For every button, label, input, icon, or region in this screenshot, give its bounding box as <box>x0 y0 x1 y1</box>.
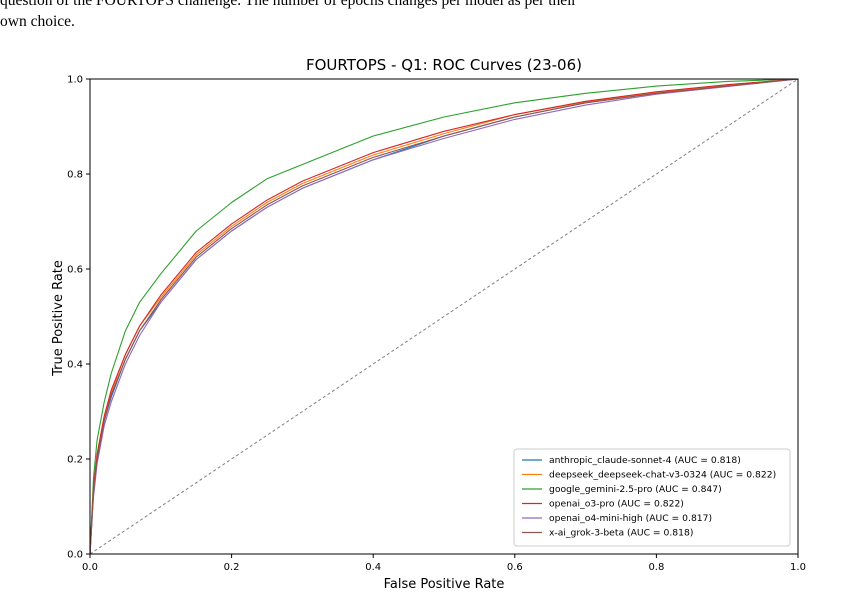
x-tick-label: 1.0 <box>790 562 806 573</box>
legend-entry: deepseek_deepseek-chat-v3-0324 (AUC = 0.… <box>549 470 776 481</box>
plot-area <box>89 78 799 555</box>
x-tick-label: 0.2 <box>224 562 240 573</box>
y-tick-label: 0.6 <box>67 265 83 276</box>
legend-entry: x-ai_grok-3-beta (AUC = 0.818) <box>549 528 693 539</box>
x-tick-label: 0.0 <box>82 562 98 573</box>
axes: 0.0 0.2 0.4 0.6 0.8 1.0 0.0 0.2 0.4 0.6 0.8 1.0 <box>67 75 806 574</box>
diagonal-reference-line <box>89 78 799 555</box>
axes-frame <box>89 78 799 555</box>
y-tick-label: 1.0 <box>67 75 83 86</box>
legend: anthropic_claude-sonnet-4 (AUC = 0.818) d… <box>513 448 791 547</box>
y-tick-label: 0.8 <box>67 170 83 181</box>
y-axis-label: True Positive Rate <box>51 260 66 377</box>
legend-entry: openai_o4-mini-high (AUC = 0.817) <box>549 513 712 524</box>
x-tick-label: 0.4 <box>365 562 381 573</box>
series-line-4 <box>89 78 799 555</box>
chart-title: FOURTOPS - Q1: ROC Curves (23-06) <box>306 56 582 74</box>
series-line-6 <box>89 78 799 555</box>
caption-line-1: question of the FOURTOPS challenge. The … <box>0 0 577 9</box>
y-tick-label: 0.2 <box>67 455 83 466</box>
x-tick-label: 0.6 <box>507 562 523 573</box>
caption-line-2: own choice. <box>0 13 75 30</box>
legend-box <box>513 448 791 547</box>
legend-entry: anthropic_claude-sonnet-4 (AUC = 0.818) <box>549 455 741 466</box>
y-tick-label: 0.4 <box>67 360 83 371</box>
x-axis-label: False Positive Rate <box>384 577 505 592</box>
y-tick-label: 0.0 <box>67 550 83 561</box>
series-line-3 <box>89 78 799 555</box>
x-tick-label: 0.8 <box>648 562 664 573</box>
legend-entry: google_gemini-2.5-pro (AUC = 0.847) <box>549 484 722 495</box>
series-line-5 <box>89 78 799 555</box>
legend-entry: openai_o3-pro (AUC = 0.822) <box>549 499 684 510</box>
